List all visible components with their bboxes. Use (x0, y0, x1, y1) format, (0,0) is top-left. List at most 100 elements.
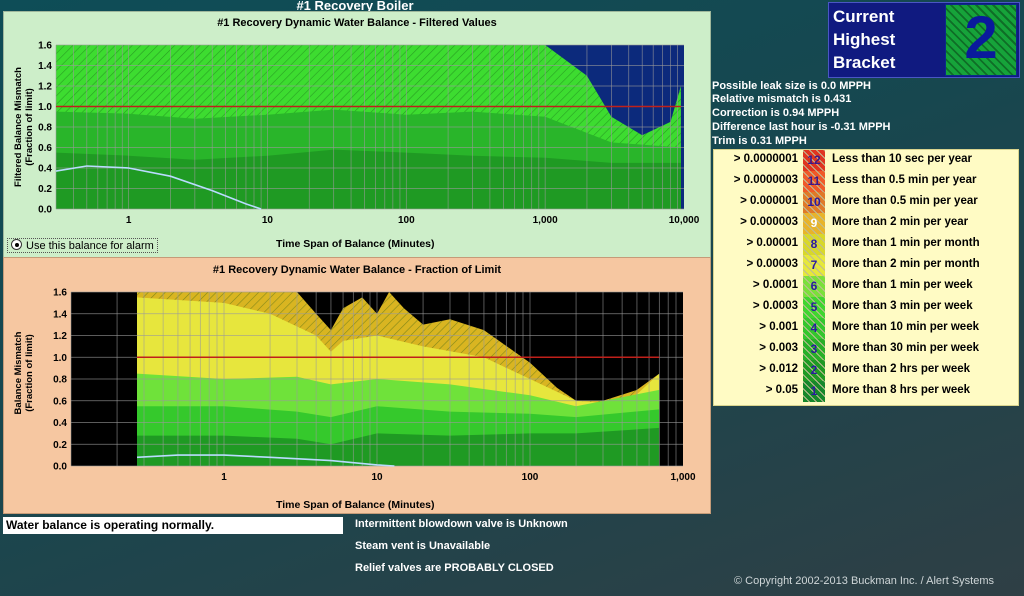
chart1-ytick-label: 0.2 (38, 184, 52, 195)
legend-swatch: 4 (803, 318, 825, 339)
legend-threshold: > 0.000003 (740, 216, 798, 228)
legend-description: More than 1 min per month (832, 237, 980, 249)
legend-threshold: > 0.001 (759, 321, 798, 333)
difference-last-hour-text: Difference last hour is -0.31 MPPH (712, 121, 891, 133)
chart1-xtick-label: 1,000 (533, 215, 558, 226)
radio-dot-icon[interactable] (11, 239, 22, 250)
legend-threshold: > 0.003 (759, 342, 798, 354)
legend-row-5: > 0.0003 5 More than 3 min per week (714, 297, 1018, 318)
copyright: © Copyright 2002-2013 Buckman Inc. / Ale… (734, 575, 995, 587)
legend-description: More than 2 min per year (832, 216, 969, 228)
legend-description: More than 30 min per week (832, 342, 979, 354)
legend-swatch: 10 (803, 192, 825, 213)
legend-threshold: > 0.012 (759, 363, 798, 375)
chart1-ytick-label: 1.2 (38, 82, 52, 93)
chart1-ytick-label: 1.0 (38, 102, 52, 113)
chart1-plot: 0.0 0.2 0.4 0.6 0.8 1.0 1.2 1.4 1.6 1 10 100 1,000 10… (38, 41, 700, 227)
chart2-ytick-label: 1.4 (53, 309, 67, 320)
legend-description: More than 10 min per week (832, 321, 979, 333)
legend-swatch: 5 (803, 297, 825, 318)
legend-swatch: 9 (803, 213, 825, 234)
use-balance-radio[interactable]: Use this balance for alarm (7, 238, 158, 253)
legend-swatch: 12 (803, 150, 825, 171)
chart2-ytick-label: 0.4 (53, 418, 67, 429)
legend-description: Less than 0.5 min per year (832, 174, 977, 186)
legend-row-4: > 0.001 4 More than 10 min per week (714, 318, 1018, 339)
bracket-value-box: 2 (945, 4, 1017, 76)
chart1-ytick-label: 1.6 (38, 41, 52, 52)
relief-valves-message: Relief valves are PROBABLY CLOSED (355, 562, 554, 574)
chart2-ytick-label: 1.2 (53, 331, 67, 342)
chart2-mismatch-trace (136, 454, 395, 467)
legend-threshold: > 0.0000001 (733, 153, 798, 165)
blowdown-valve-message: Intermittent blowdown valve is Unknown (355, 518, 568, 530)
legend-row-3: > 0.003 3 More than 30 min per week (714, 339, 1018, 360)
chart1-ytick-label: 0.6 (38, 143, 52, 154)
legend-swatch: 11 (803, 171, 825, 192)
legend-row-6: > 0.0001 6 More than 1 min per week (714, 276, 1018, 297)
current-highest-bracket: Current Highest Bracket 2 (828, 2, 1020, 78)
bracket-value: 2 (964, 4, 998, 71)
legend-swatch: 1 (803, 381, 825, 402)
legend-description: More than 0.5 min per year (832, 195, 978, 207)
chart2-ytick-label: 1.6 (53, 288, 67, 299)
legend-row-10: > 0.000001 10 More than 0.5 min per year (714, 192, 1018, 213)
bracket-legend: > 0.0000001 12 Less than 10 sec per year > … (713, 149, 1019, 406)
legend-description: More than 3 min per week (832, 300, 973, 312)
chart2-xtick-label: 100 (522, 472, 539, 483)
legend-description: More than 2 min per month (832, 258, 980, 270)
chart2-plot: 0.0 0.2 0.4 0.6 0.8 1.0 1.2 1.4 1.6 1 10 100 1,000 (53, 288, 696, 484)
chart1-ytick-label: 0.8 (38, 123, 52, 134)
legend-threshold: > 0.000001 (740, 195, 798, 207)
legend-description: More than 8 hrs per week (832, 384, 971, 396)
chart1-xlabel: Time Span of Balance (Minutes) (276, 238, 435, 250)
legend-description: Less than 10 sec per year (832, 153, 972, 165)
legend-threshold: > 0.00003 (746, 258, 798, 270)
trim-text: Trim is 0.31 MPPH (712, 135, 807, 147)
legend-row-1: > 0.05 1 More than 8 hrs per week (714, 381, 1018, 402)
legend-swatch: 8 (803, 234, 825, 255)
app-title: #1 Recovery Boiler (296, 0, 414, 13)
leak-size-text: Possible leak size is 0.0 MPPH (712, 80, 871, 92)
legend-threshold: > 0.0001 (752, 279, 798, 291)
chart2-xtick-label: 10 (371, 472, 383, 483)
chart2-title: #1 Recovery Dynamic Water Balance - Frac… (212, 264, 502, 276)
relative-mismatch-text: Relative mismatch is 0.431 (712, 93, 852, 105)
chart2-ytick-label: 0.6 (53, 396, 67, 407)
legend-threshold: > 0.0003 (752, 300, 798, 312)
correction-text: Correction is 0.94 MPPH (712, 107, 840, 119)
filtered-values-panel: #1 Recovery Dynamic Water Balance - Filt… (3, 11, 711, 258)
radio-label: Use this balance for alarm (26, 240, 154, 252)
chart1-xtick-label: 1 (126, 215, 132, 226)
legend-row-11: > 0.0000003 11 Less than 0.5 min per year (714, 171, 1018, 192)
chart1-xtick-label: 10,000 (669, 215, 700, 226)
legend-threshold: > 0.05 (765, 384, 798, 396)
status-box: Water balance is operating normally. (3, 517, 343, 534)
chart1-xtick-label: 10 (262, 215, 274, 226)
chart2-ytick-label: 0.2 (53, 440, 67, 451)
legend-threshold: > 0.0000003 (733, 174, 798, 186)
chart2-xtick-label: 1 (221, 472, 227, 483)
chart2-ytick-label: 0.0 (53, 462, 67, 473)
chart1-ytick-label: 0.4 (38, 164, 52, 175)
chart2-ytick-label: 1.0 (53, 353, 67, 364)
chart2-xlabel: Time Span of Balance (Minutes) (276, 499, 435, 511)
chart1-ytick-label: 1.4 (38, 61, 52, 72)
legend-row-7: > 0.00003 7 More than 2 min per month (714, 255, 1018, 276)
chart1-title: #1 Recovery Dynamic Water Balance - Filt… (217, 17, 497, 29)
legend-row-8: > 0.00001 8 More than 1 min per month (714, 234, 1018, 255)
chart2-ytick-label: 0.8 (53, 375, 67, 386)
legend-row-2: > 0.012 2 More than 2 hrs per week (714, 360, 1018, 381)
legend-swatch: 2 (803, 360, 825, 381)
legend-threshold: > 0.00001 (746, 237, 798, 249)
legend-row-9: > 0.000003 9 More than 2 min per year (714, 213, 1018, 234)
legend-description: More than 2 hrs per week (832, 363, 971, 375)
chart2-xtick-label: 1,000 (670, 472, 695, 483)
legend-description: More than 1 min per week (832, 279, 973, 291)
fraction-of-limit-panel: #1 Recovery Dynamic Water Balance - Frac… (3, 257, 711, 514)
bracket-label: Current Highest Bracket (833, 7, 896, 72)
legend-swatch: 6 (803, 276, 825, 297)
legend-row-12: > 0.0000001 12 Less than 10 sec per year (714, 150, 1018, 171)
chart1-mismatch-trace (55, 165, 262, 210)
steam-vent-message: Steam vent is Unavailable (355, 540, 491, 552)
